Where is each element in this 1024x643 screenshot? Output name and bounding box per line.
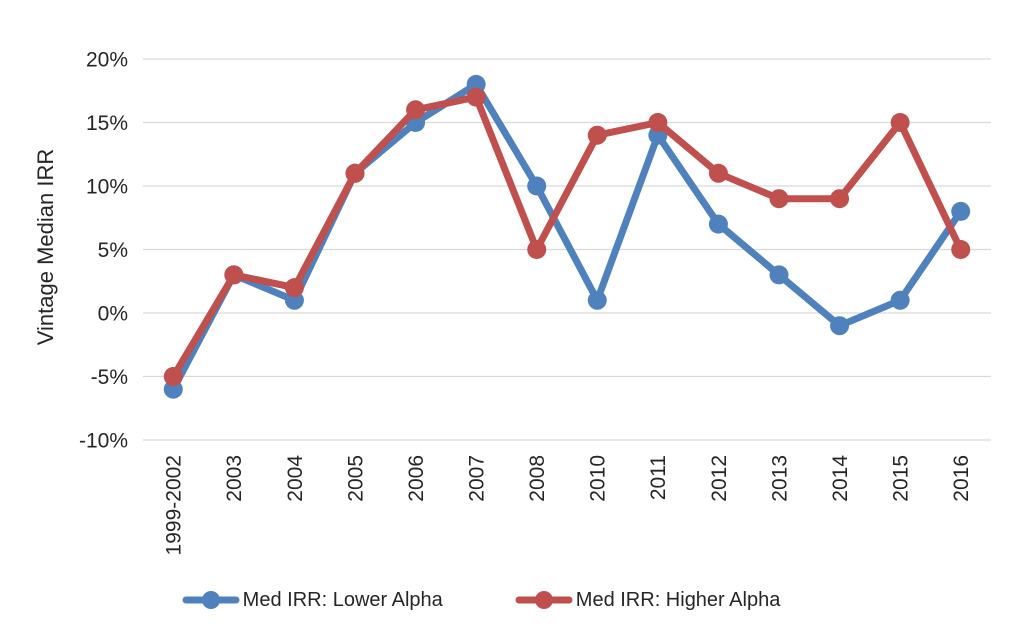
x-tick-label: 2011	[647, 455, 670, 500]
y-tick-label: 15%	[86, 112, 128, 135]
x-tick-label: 2005	[344, 455, 367, 502]
data-point-med-irr-higher-alpha	[406, 100, 426, 120]
legend-label-lower-alpha: Med IRR: Lower Alpha	[242, 588, 443, 611]
x-tick-label: 2008	[526, 455, 549, 502]
data-point-med-irr-lower-alpha	[890, 290, 910, 310]
data-point-med-irr-higher-alpha	[224, 265, 244, 285]
x-tick-label: 2004	[284, 455, 307, 502]
data-point-med-irr-higher-alpha	[587, 125, 607, 145]
y-tick-label: 20%	[86, 48, 128, 71]
x-tick-label: 1999-2002	[163, 455, 186, 555]
y-tick-label: 5%	[98, 239, 128, 262]
data-point-med-irr-lower-alpha	[527, 176, 547, 196]
series-line-med-irr-lower-alpha	[169, 80, 965, 393]
y-tick-label: 10%	[86, 175, 128, 198]
data-point-med-irr-higher-alpha	[466, 87, 486, 107]
series-line-med-irr-higher-alpha	[169, 93, 965, 380]
line-marker-icon	[515, 591, 573, 609]
y-tick-label: -5%	[91, 366, 128, 389]
data-point-med-irr-higher-alpha	[648, 113, 668, 132]
y-axis-title: Vintage Median IRR	[33, 148, 58, 346]
data-point-med-irr-higher-alpha	[951, 240, 971, 259]
data-point-med-irr-lower-alpha	[587, 290, 607, 310]
x-tick-label: 2007	[465, 455, 488, 502]
data-point-med-irr-lower-alpha	[708, 214, 728, 234]
data-point-med-irr-lower-alpha	[951, 201, 971, 221]
legend-item-higher-alpha: Med IRR: Higher Alpha	[515, 588, 781, 612]
x-tick-label: 2014	[829, 455, 852, 502]
data-point-med-irr-higher-alpha	[708, 163, 728, 183]
x-tick-label: 2006	[405, 455, 428, 502]
data-point-med-irr-higher-alpha	[163, 367, 183, 386]
plot-area: 20% 15% 10% 5% 0% -5% -10% 1999-2002 2003 2004 200…	[79, 48, 991, 555]
data-point-med-irr-higher-alpha	[769, 189, 789, 209]
chart-legend: Med IRR: Lower Alpha Med IRR: Higher Alp…	[0, 588, 962, 612]
data-point-med-irr-lower-alpha	[830, 316, 850, 336]
line-marker-icon	[182, 591, 240, 609]
x-tick-label: 2012	[708, 455, 731, 502]
x-tick-label: 2013	[768, 455, 791, 502]
data-point-med-irr-lower-alpha	[769, 265, 789, 285]
legend-label-higher-alpha: Med IRR: Higher Alpha	[575, 588, 781, 611]
data-point-med-irr-higher-alpha	[890, 113, 910, 132]
y-tick-label: 0%	[98, 302, 128, 325]
x-tick-label: 2015	[889, 455, 912, 502]
data-point-med-irr-higher-alpha	[527, 240, 547, 259]
data-point-med-irr-higher-alpha	[284, 278, 304, 298]
legend-item-lower-alpha: Med IRR: Lower Alpha	[182, 588, 443, 612]
data-point-med-irr-higher-alpha	[345, 163, 365, 183]
x-tick-label: 2003	[223, 455, 246, 502]
data-point-med-irr-higher-alpha	[830, 189, 850, 209]
y-tick-label: -10%	[79, 429, 128, 452]
x-tick-label: 2016	[950, 455, 973, 502]
x-tick-label: 2010	[587, 455, 610, 502]
